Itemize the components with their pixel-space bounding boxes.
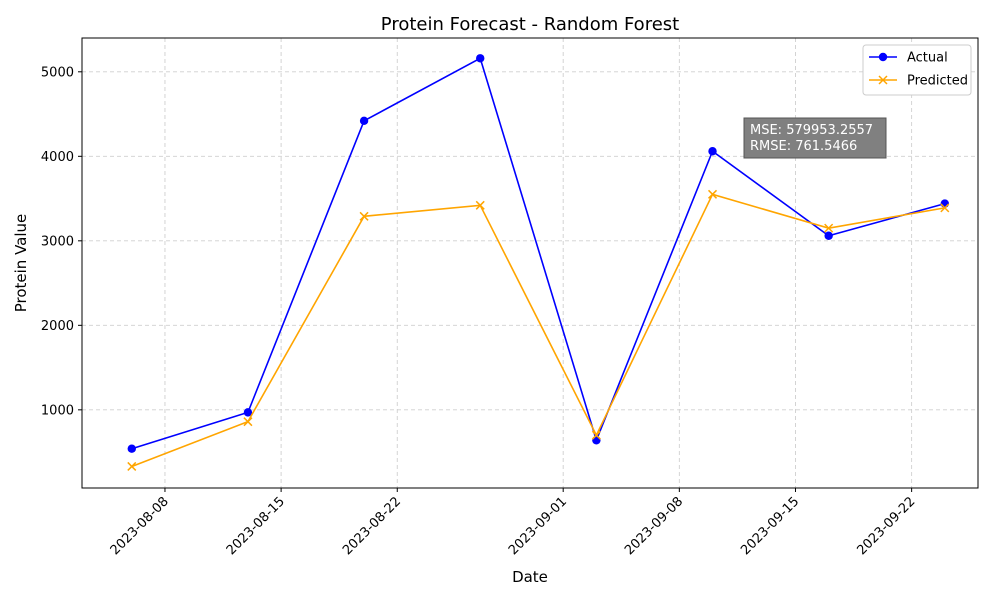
y-tick-label: 3000 [41,234,74,249]
legend: Actual Predicted [862,44,972,96]
mse-label: MSE: 579953.2557 [750,123,873,138]
data-point-actual [476,54,485,63]
data-point-predicted [127,461,137,471]
chart-title: Protein Forecast - Random Forest [381,14,679,35]
y-axis-label: Protein Value [12,214,30,313]
series-layer [127,54,950,471]
metrics-annotation: MSE: 579953.2557 RMSE: 761.5466 [743,117,887,159]
x-tick-label: 2023-09-08 [622,494,686,558]
data-point-predicted [475,200,485,210]
plot-frame [81,37,979,489]
data-point-actual [243,408,253,417]
x-tick-label: 2023-08-22 [340,494,404,558]
series-line-actual [131,57,946,450]
x-tick-label: 2023-09-01 [506,494,570,558]
legend-marker-predicted [878,75,888,85]
series-actual [127,54,950,453]
series-line-predicted [131,193,945,468]
x-axis-label: Date [512,568,548,586]
data-point-predicted [707,189,718,199]
data-point-actual [824,231,833,240]
data-point-actual [708,147,717,156]
series-predicted [127,189,950,471]
data-point-predicted [359,211,369,221]
data-point-actual [127,444,136,453]
legend-label: Actual [907,51,948,66]
legend-entry-predicted: Predicted [869,74,968,89]
legend-entry-actual: Actual [869,51,948,66]
grid [82,38,978,488]
x-tick-label: 2023-08-08 [108,494,172,558]
x-tick-label: 2023-09-15 [738,494,802,558]
y-tick-label: 4000 [41,150,74,165]
data-point-actual [940,199,950,208]
data-point-predicted [591,430,601,440]
rmse-label: RMSE: 761.5466 [750,139,857,154]
data-point-predicted [243,417,253,427]
metrics-box [743,117,887,159]
data-point-actual [359,116,369,126]
y-tick-label: 5000 [41,65,74,80]
x-tick-label: 2023-09-22 [854,494,918,558]
y-tick-label: 1000 [41,403,74,418]
data-point-predicted [824,223,834,233]
x-tick-label: 2023-08-15 [224,494,288,558]
data-point-predicted [940,203,950,213]
y-tick-label: 2000 [41,319,74,334]
legend-marker-actual [878,52,888,62]
legend-label: Predicted [907,74,968,89]
